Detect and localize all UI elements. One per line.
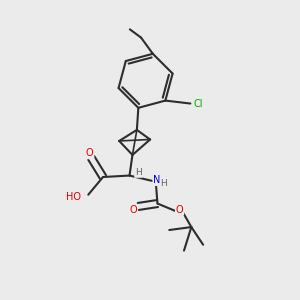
Text: Cl: Cl (194, 98, 203, 109)
Text: H: H (160, 179, 167, 188)
Text: O: O (86, 148, 94, 158)
Text: H: H (135, 168, 142, 177)
Text: N: N (153, 175, 161, 185)
Text: HO: HO (66, 192, 81, 202)
Text: O: O (176, 205, 183, 215)
Text: O: O (129, 205, 137, 215)
